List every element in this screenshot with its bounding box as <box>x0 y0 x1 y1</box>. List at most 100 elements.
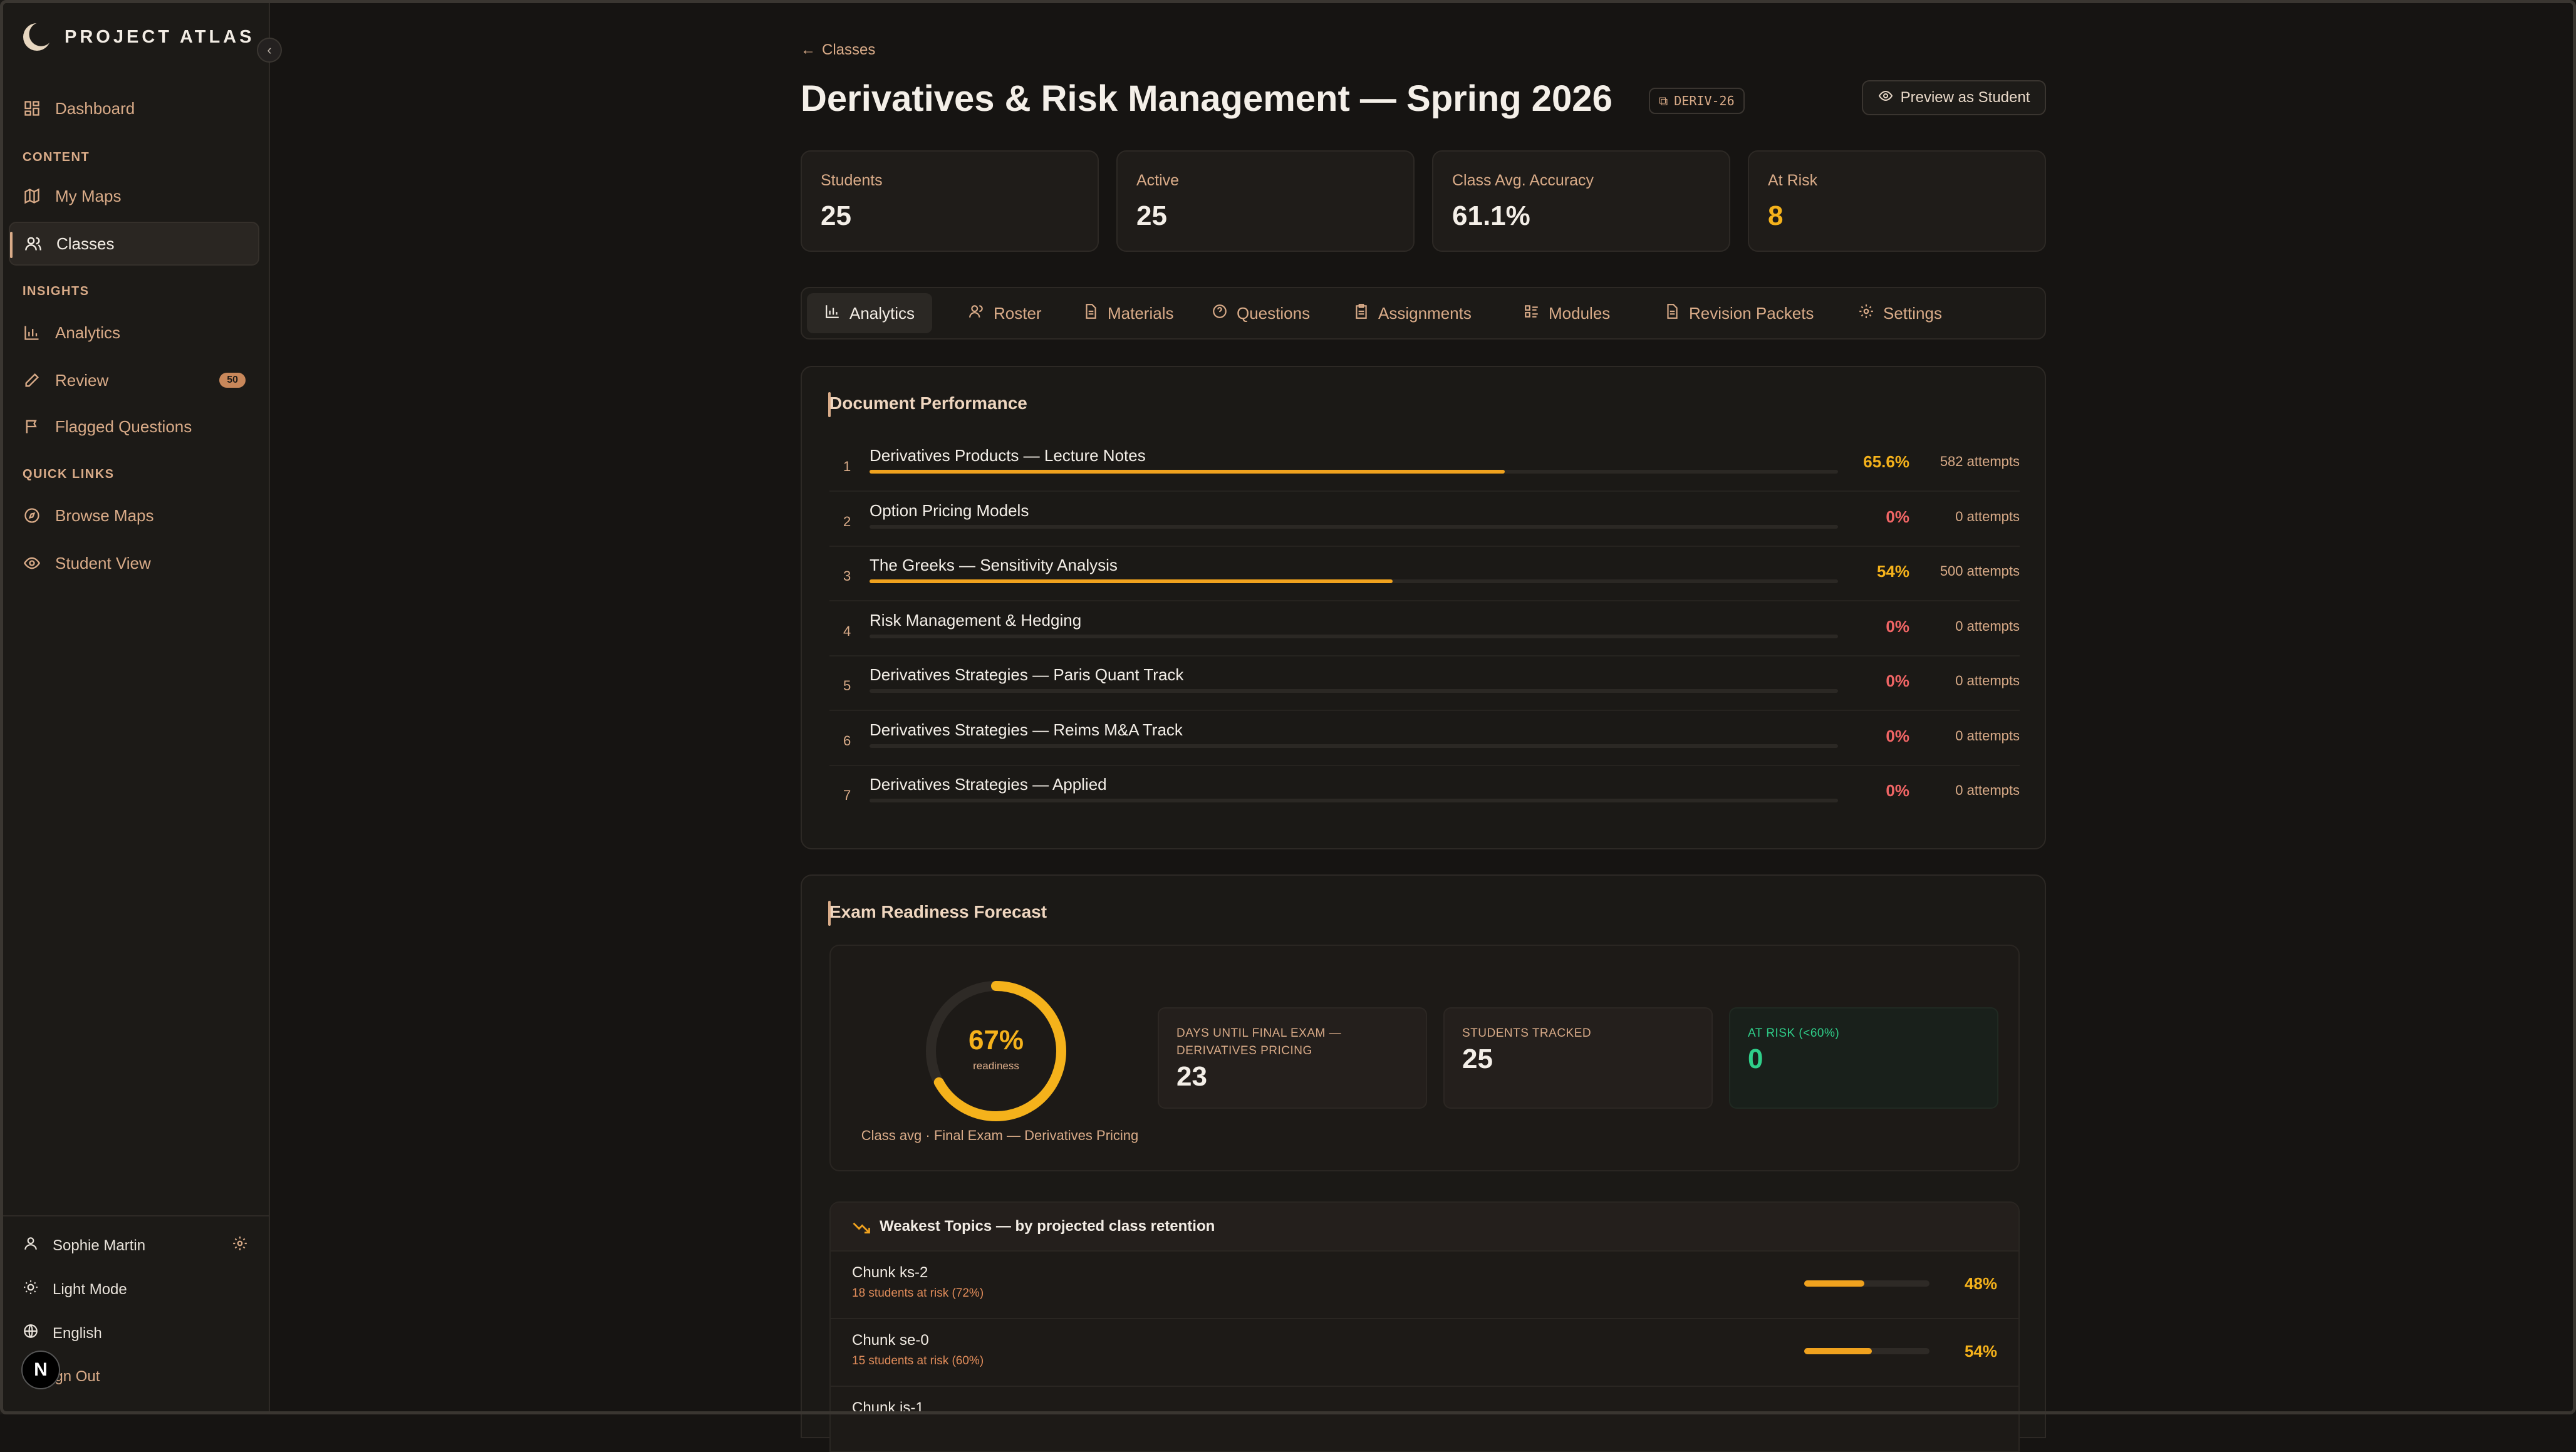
sidebar-item-flagged-questions[interactable]: Flagged Questions <box>9 405 259 449</box>
stat-value: 61.1% <box>1452 200 1530 231</box>
document-name: Derivatives Products — Lecture Notes <box>870 446 1146 465</box>
sidebar-item-analytics[interactable]: Analytics <box>9 311 259 355</box>
sidebar-item-browse-maps[interactable]: Browse Maps <box>9 494 259 537</box>
sidebar-item-review[interactable]: Review 50 <box>9 358 259 402</box>
document-attempts: 0 attempts <box>1955 727 2020 744</box>
document-row[interactable]: 1 Derivatives Products — Lecture Notes 65.… <box>829 436 2020 492</box>
back-label: Classes <box>822 41 876 58</box>
section-insights-heading: INSIGHTS <box>23 284 90 298</box>
document-rank: 6 <box>843 732 851 749</box>
tab-label: Materials <box>1108 303 1174 323</box>
sidebar-item-label: Classes <box>56 234 115 253</box>
preview-as-student-button[interactable]: Preview as Student <box>1862 80 2046 115</box>
topic-name: Chunk ks-2 <box>852 1264 928 1281</box>
topic-retention-fill <box>1804 1348 1872 1354</box>
sidebar-item-dashboard[interactable]: Dashboard <box>9 86 259 130</box>
stat-card-students: Students 25 <box>801 150 1099 252</box>
weak-topic-row[interactable]: Chunk ks-2 18 students at risk (72%) 48% <box>831 1250 2018 1319</box>
theme-toggle[interactable]: Light Mode <box>23 1279 127 1300</box>
stat-card-at-risk: At Risk 8 <box>1748 150 2046 252</box>
document-row[interactable]: 3 The Greeks — Sensitivity Analysis 54% 500… <box>829 546 2020 601</box>
document-name: The Greeks — Sensitivity Analysis <box>870 556 1118 574</box>
document-performance-panel: Document Performance 1 Derivatives Produc… <box>801 366 2046 849</box>
document-progress-track <box>870 579 1838 583</box>
days-until-exam-card: DAYS UNTIL FINAL EXAM — DERIVATIVES PRIC… <box>1158 1007 1427 1109</box>
document-row[interactable]: 5 Derivatives Strategies — Paris Quant Tr… <box>829 655 2020 711</box>
sidebar-item-student-view[interactable]: Student View <box>9 541 259 585</box>
trending-down-icon <box>852 1218 871 1240</box>
topic-retention-track <box>1804 1280 1929 1287</box>
tab-modules[interactable]: Modules <box>1506 293 1628 333</box>
collapse-sidebar-button[interactable]: ‹ <box>257 38 282 63</box>
list-icon <box>1524 303 1540 324</box>
students-tracked-card: STUDENTS TRACKED 25 <box>1443 1007 1713 1109</box>
document-progress-fill <box>870 579 1393 583</box>
weak-topic-row[interactable]: Chunk se-0 15 students at risk (60%) 54% <box>831 1318 2018 1387</box>
eye-icon <box>23 554 41 573</box>
document-progress-track <box>870 634 1838 638</box>
tab-label: Modules <box>1549 303 1611 323</box>
document-rank: 7 <box>843 787 851 803</box>
settings-gear-icon[interactable] <box>232 1235 248 1255</box>
sidebar: PROJECT ATLAS ‹ Dashboard CONTENT My Map… <box>0 0 282 1414</box>
risk-value: 0 <box>1748 1044 1763 1074</box>
sidebar-item-label: Dashboard <box>55 98 135 118</box>
stat-label: Students <box>821 172 883 189</box>
stat-card-accuracy: Class Avg. Accuracy 61.1% <box>1432 150 1730 252</box>
document-row[interactable]: 2 Option Pricing Models 0% 0 attempts <box>829 491 2020 547</box>
gear-icon <box>1858 303 1874 324</box>
page-title: Derivatives & Risk Management — Spring 2… <box>801 78 1613 119</box>
dashboard-icon <box>23 99 41 118</box>
document-progress-track <box>870 470 1838 474</box>
tab-roster[interactable]: Roster <box>951 293 1059 333</box>
document-row[interactable]: 6 Derivatives Strategies — Reims M&A Trac… <box>829 710 2020 766</box>
brand[interactable]: PROJECT ATLAS <box>23 23 254 51</box>
tab-materials[interactable]: Materials <box>1065 293 1191 333</box>
document-rank: 5 <box>843 678 851 693</box>
tab-settings[interactable]: Settings <box>1841 293 1960 333</box>
language-selector[interactable]: English <box>23 1323 102 1344</box>
document-row[interactable]: 7 Derivatives Strategies — Applied 0% 0 att… <box>829 765 2020 819</box>
topic-retention-track <box>1804 1348 1929 1354</box>
user-profile[interactable]: Sophie Martin <box>23 1235 145 1256</box>
sidebar-item-my-maps[interactable]: My Maps <box>9 174 259 218</box>
arrow-left-icon: ← <box>801 41 816 58</box>
stat-label: At Risk <box>1768 172 1818 189</box>
weak-topic-row[interactable]: Chunk is-1 <box>831 1386 2018 1451</box>
n-badge-icon[interactable]: N <box>21 1351 60 1389</box>
document-name: Derivatives Strategies — Applied <box>870 775 1107 794</box>
sidebar-item-label: Student View <box>55 553 151 573</box>
document-row[interactable]: 4 Risk Management & Hedging 0% 0 attempts <box>829 601 2020 656</box>
flag-icon <box>23 417 41 436</box>
exam-readiness-panel: Exam Readiness Forecast 67% readiness Cl… <box>801 874 2046 1452</box>
sidebar-divider <box>0 1215 270 1216</box>
tab-questions[interactable]: Questions <box>1194 293 1327 333</box>
panel-title: Exam Readiness Forecast <box>829 902 1047 921</box>
panel-accent <box>828 901 831 926</box>
readiness-caption: Class avg · Final Exam — Derivatives Pri… <box>861 1128 1139 1143</box>
users-icon <box>969 303 985 324</box>
tab-revision-packets[interactable]: Revision Packets <box>1646 293 1831 333</box>
document-name: Derivatives Strategies — Reims M&A Track <box>870 720 1183 739</box>
forecast-summary: 67% readiness Class avg · Final Exam — D… <box>829 945 2020 1171</box>
tab-assignments[interactable]: Assignments <box>1336 293 1489 333</box>
sidebar-item-label: Review <box>55 370 109 390</box>
tracked-value: 25 <box>1462 1044 1493 1074</box>
topic-retention-fill <box>1804 1280 1864 1287</box>
topic-name: Chunk se-0 <box>852 1332 929 1349</box>
document-accuracy: 0% <box>1886 507 1909 526</box>
readiness-ring: 67% readiness <box>921 976 1071 1126</box>
sidebar-item-classes[interactable]: Classes <box>9 222 259 266</box>
topic-at-risk: 15 students at risk (60%) <box>852 1354 984 1367</box>
document-icon <box>1083 303 1099 324</box>
atlas-logo-icon <box>23 23 51 51</box>
tab-analytics[interactable]: Analytics <box>807 293 933 333</box>
document-progress-fill <box>870 470 1505 474</box>
readiness-percent: 67% <box>968 1025 1024 1055</box>
pencil-icon <box>23 371 41 390</box>
document-rank: 4 <box>843 623 851 639</box>
class-code-chip[interactable]: ⧉ DERIV-26 <box>1649 88 1745 114</box>
panel-title: Document Performance <box>829 393 1027 413</box>
back-link[interactable]: ← Classes <box>801 41 875 59</box>
topic-retention: 54% <box>1964 1342 1997 1361</box>
